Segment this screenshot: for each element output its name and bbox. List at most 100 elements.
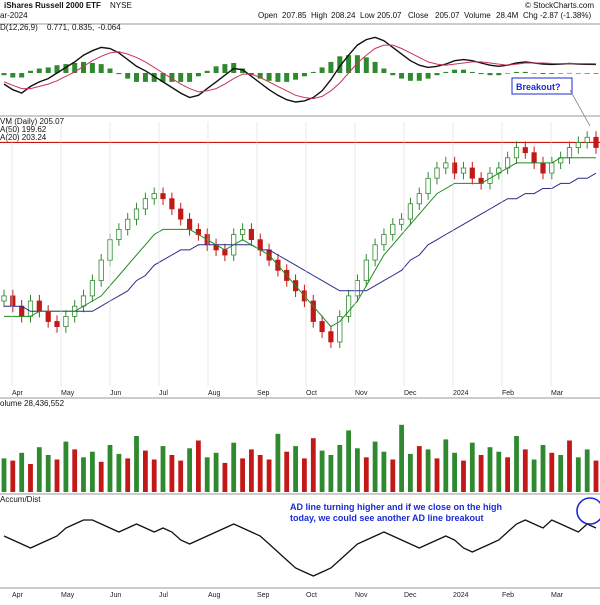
price-x-tick: Nov xyxy=(355,390,368,397)
candle-body xyxy=(443,162,449,169)
price-x-tick: Dec xyxy=(404,390,417,397)
price-x-axis: Apr May Jun Jul Aug Sep Oct Nov Dec 2024 Feb Mar xyxy=(11,122,564,397)
ad-label: Accum/Dist xyxy=(0,495,41,504)
macd-hist-bar xyxy=(567,72,572,74)
macd-hist-bar xyxy=(381,68,387,73)
ad-x-tick: May xyxy=(61,592,75,599)
macd-hist-bar xyxy=(240,68,246,73)
ad-x-tick: Apr xyxy=(12,592,24,599)
candle-body xyxy=(80,295,87,307)
candle-body xyxy=(27,300,34,317)
macd-value: 0.771, xyxy=(47,23,69,32)
macd-hist-bar xyxy=(434,73,440,76)
candle-body xyxy=(372,244,378,261)
macd-hist-bar xyxy=(540,73,546,75)
macd-hist-bar xyxy=(89,63,95,73)
macd-hist-bar xyxy=(425,73,431,79)
volume-bar xyxy=(240,458,245,492)
macd-hist-bar xyxy=(1,73,7,76)
volume-bar xyxy=(45,455,51,492)
volume-bar xyxy=(425,449,431,492)
macd-hist-bar xyxy=(452,69,458,73)
macd-hist-value: -0.064 xyxy=(98,23,121,32)
volume-bar xyxy=(505,457,510,492)
ad-x-tick: Dec xyxy=(404,592,417,599)
volume-bar xyxy=(416,446,422,492)
volume-bar xyxy=(355,448,360,492)
macd-hist-bar xyxy=(151,73,157,82)
macd-hist-bar xyxy=(514,71,519,73)
ad-x-axis: Apr May Jun Jul Aug Sep Oct Nov Dec 2024 Feb Mar xyxy=(12,592,564,599)
close-label: Close xyxy=(408,11,429,20)
volume-bar xyxy=(372,441,378,492)
macd-hist-bar xyxy=(416,73,422,81)
volume-bar xyxy=(575,457,581,492)
candle-body xyxy=(1,295,7,302)
macd-hist-bar xyxy=(195,73,201,77)
macd-hist-bar xyxy=(496,73,502,76)
macd-hist-bar xyxy=(125,73,131,79)
macd-hist-bar xyxy=(63,64,69,73)
macd-hist-bar xyxy=(45,67,51,73)
candle-body xyxy=(593,136,599,148)
price-x-tick: Jun xyxy=(110,390,121,397)
volume-bar xyxy=(54,459,60,492)
macd-hist-bar xyxy=(487,73,493,76)
candle-body xyxy=(540,162,546,174)
ad-x-tick: Sep xyxy=(257,592,270,599)
macd-hist-bar xyxy=(204,70,210,73)
ad-note-line2: today, we could see another AD line brea… xyxy=(290,513,484,523)
volume-bar xyxy=(319,450,325,492)
macd-hist-bar xyxy=(28,70,33,73)
candle-body xyxy=(319,321,325,333)
candle-body xyxy=(337,315,343,343)
low-value: 205.07 xyxy=(377,11,402,20)
macd-hist-bar xyxy=(275,73,281,82)
chg-label: Chg xyxy=(523,11,538,20)
candle-body xyxy=(328,331,334,343)
volume-bar xyxy=(72,449,78,492)
volume-bar xyxy=(204,457,210,492)
volume-bar xyxy=(187,448,192,492)
volume-bar xyxy=(169,455,175,492)
candle-body xyxy=(451,162,458,174)
macd-hist-bar xyxy=(107,68,113,73)
volume-bar xyxy=(363,457,369,492)
ma50-label: A(50) 199.62 xyxy=(0,125,47,134)
candle-body xyxy=(178,208,184,220)
macd-signal-line xyxy=(3,44,597,100)
price-x-tick: Mar xyxy=(551,390,564,397)
macd-hist-bar xyxy=(301,73,307,77)
volume-bar xyxy=(558,455,564,492)
macd-hist-bar xyxy=(407,73,413,81)
macd-hist-bar xyxy=(337,56,343,73)
price-x-tick: Sep xyxy=(257,390,270,397)
volume-bar xyxy=(443,439,449,492)
candle-body xyxy=(222,249,228,256)
macd-hist-bar xyxy=(531,73,537,74)
volume-bar xyxy=(275,433,281,492)
macd-line xyxy=(3,36,597,103)
macd-hist-bar xyxy=(328,61,334,73)
ad-x-tick: Feb xyxy=(502,592,514,599)
volume-bar xyxy=(134,436,139,492)
price-label: VM (Daily) 205.07 xyxy=(0,117,65,126)
candle-body xyxy=(310,300,316,322)
volume-bar xyxy=(584,449,590,492)
macd-hist-bar xyxy=(593,73,599,74)
high-value: 208.24 xyxy=(331,11,356,20)
ad-x-tick: Mar xyxy=(551,592,564,599)
candle-body xyxy=(160,193,166,200)
candle-body xyxy=(363,259,369,282)
macd-hist-bar xyxy=(142,73,148,82)
volume-value: 28.4M xyxy=(496,11,519,20)
volume-label: Volume xyxy=(464,11,491,20)
candle-body xyxy=(407,203,414,220)
volume-bar xyxy=(469,442,475,492)
volume-bar xyxy=(381,451,387,492)
ad-x-tick: Jul xyxy=(159,592,168,599)
ad-note-line1: AD line turning higher and if we close o… xyxy=(290,502,502,512)
candle-body xyxy=(513,147,520,159)
chg-value: -2.87 (-1.38%) xyxy=(540,11,591,20)
